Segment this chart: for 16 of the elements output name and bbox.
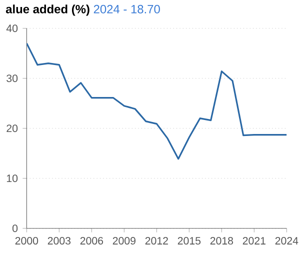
y-tick-label: 0 bbox=[12, 224, 18, 232]
x-tick-label: 2024 bbox=[275, 237, 298, 245]
y-tick-label: 20 bbox=[6, 124, 18, 132]
x-tick-label: 2006 bbox=[80, 237, 104, 245]
x-tick-label: 2000 bbox=[15, 237, 38, 245]
x-tick-label: 2021 bbox=[242, 237, 266, 245]
x-tick-label: 2009 bbox=[112, 237, 136, 245]
y-tick-label: 40 bbox=[6, 24, 18, 32]
x-tick-label: 2012 bbox=[145, 237, 168, 245]
y-tick-label: 10 bbox=[6, 174, 18, 182]
chart-subtitle: 2024 - 18.70 bbox=[94, 4, 160, 14]
y-tick-label: 30 bbox=[6, 74, 18, 82]
x-tick-label: 2003 bbox=[48, 237, 71, 245]
x-tick-label: 2018 bbox=[210, 237, 234, 245]
chart-title: alue added (%) bbox=[6, 4, 90, 16]
x-tick-label: 2015 bbox=[178, 237, 201, 245]
